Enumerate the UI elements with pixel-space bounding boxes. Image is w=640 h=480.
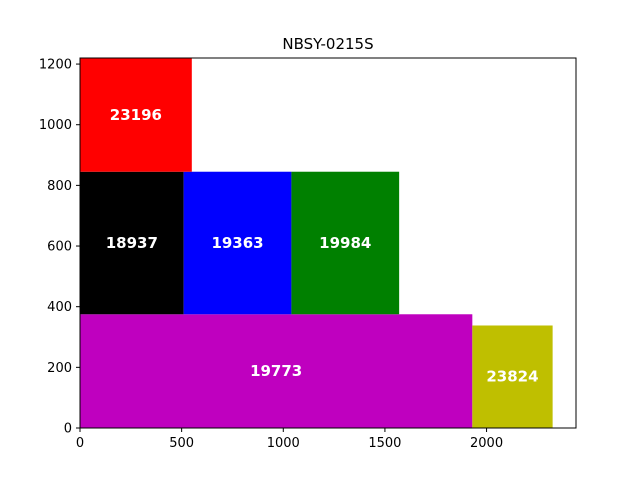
y-tick-label: 0 [64, 422, 72, 437]
bar-rect-23196 [80, 58, 192, 172]
y-axis: 0 200 400 600 800 1000 1200 [39, 58, 80, 437]
x-tick-label: 2000 [470, 436, 503, 451]
bars-layer [80, 58, 553, 428]
y-tick-label: 1000 [39, 118, 72, 133]
bar-rect-23824 [472, 325, 553, 428]
bar-rect-19984 [291, 171, 400, 315]
x-axis: 0 500 1000 1500 2000 [76, 428, 503, 451]
bar-labels-layer: 19773 23824 18937 19363 19984 23196 [106, 106, 539, 386]
bar-label-19773: 19773 [250, 362, 302, 380]
y-tick-label: 1200 [39, 58, 72, 73]
chart-title: NBSY-0215S [282, 35, 373, 53]
plot-frame [79, 57, 577, 429]
x-tick-label: 500 [169, 436, 194, 451]
bar-label-23196: 23196 [110, 106, 162, 124]
x-tick-label: 1500 [368, 436, 401, 451]
x-tick-label: 1000 [267, 436, 300, 451]
y-tick-label: 600 [47, 240, 72, 255]
bar-rect-19363 [183, 171, 292, 315]
y-tick-label: 800 [47, 179, 72, 194]
y-tick-label: 200 [47, 361, 72, 376]
bar-label-23824: 23824 [486, 368, 538, 386]
bar-label-19984: 19984 [319, 234, 371, 252]
x-tick-label: 0 [76, 436, 84, 451]
bar-label-18937: 18937 [106, 234, 158, 252]
y-tick-label: 400 [47, 300, 72, 315]
bar-label-19363: 19363 [211, 234, 263, 252]
bar-rect-19773 [80, 314, 473, 428]
bar-rect-18937 [80, 171, 184, 315]
